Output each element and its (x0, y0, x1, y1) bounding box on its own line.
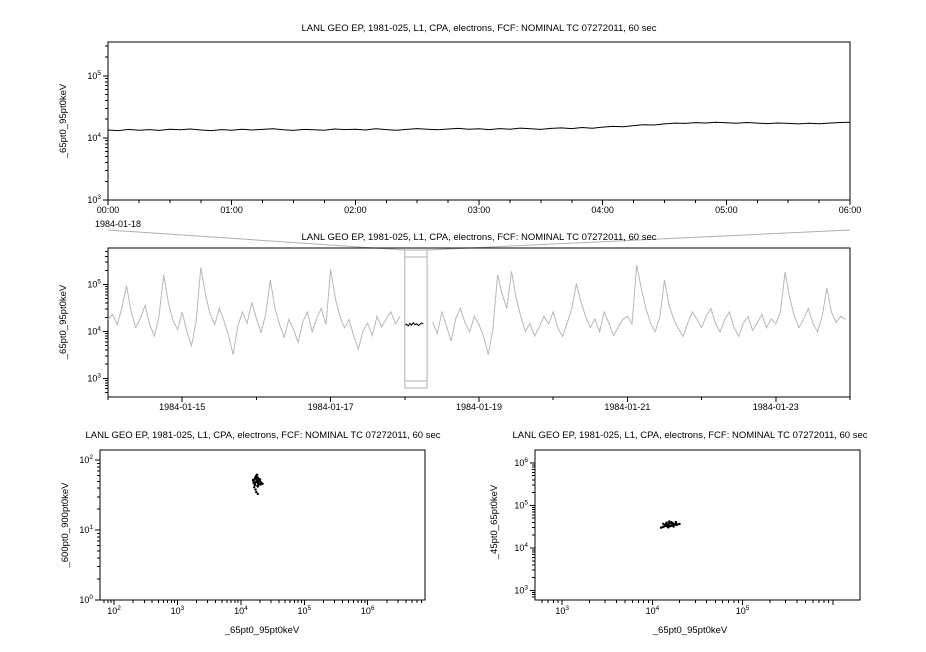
zoom-selection-box[interactable] (404, 249, 428, 389)
tick-label: 04:00 (591, 205, 614, 215)
scatter-point (659, 526, 663, 529)
tick-label: 105 (736, 605, 750, 616)
scatter-right-points (659, 520, 681, 529)
panel-scatter-left: 100 101 102 102 103 104 105 106 LANL GEO EP, 19… (60, 430, 441, 636)
zoom-connector-lines (107, 229, 851, 251)
context-axes: 103 104 105 1984-01-15 1984-01-17 1984-01-19 1… (87, 251, 851, 412)
scatter-point (668, 520, 671, 523)
tick-label: 104 (646, 605, 660, 616)
scatter-point (672, 525, 675, 528)
tick-label: 06:00 (839, 205, 862, 215)
tick-label: 1984-01-17 (308, 402, 354, 412)
context-ylabel: _65pt0_95pt0keV (58, 284, 69, 360)
scatter-point (678, 522, 681, 526)
scatter-left-axes: 100 101 102 102 103 104 105 106 (79, 454, 422, 616)
scatter-point (667, 526, 670, 529)
scatter-point (253, 486, 256, 489)
scatter-point (668, 524, 671, 528)
top-plot-area[interactable] (107, 41, 851, 201)
tick-label: 104 (87, 132, 101, 143)
scatter-point (255, 473, 259, 476)
panel-top-timeseries: 103 104 105 00:00 01:00 02:00 03:00 04:00 05:00 0… (58, 23, 861, 229)
scatter-point (261, 482, 264, 485)
scatter-left-plot-area[interactable] (99, 449, 426, 601)
top-axes: 103 104 105 00:00 01:00 02:00 03:00 04:00 05:00 0… (87, 45, 862, 215)
selection-rect[interactable] (404, 249, 428, 389)
scatter-point (255, 490, 258, 494)
tick-label: 105 (87, 70, 101, 81)
tick-label: 104 (234, 605, 248, 616)
tick-label: 1984-01-15 (159, 402, 205, 412)
tick-label: 02:00 (344, 205, 367, 215)
tick-label: 03:00 (468, 205, 491, 215)
top-series-line (107, 121, 851, 132)
scatter-left-ylabel: _600pt0_900pt0keV (60, 482, 71, 569)
scatter-point (254, 488, 257, 491)
tick-label: 01:00 (220, 205, 243, 215)
scatter-point (673, 523, 676, 526)
scatter-point (670, 524, 673, 527)
scatter-point (662, 522, 665, 525)
tick-label: 102 (79, 454, 93, 465)
scatter-right-plot-area[interactable] (534, 449, 861, 601)
tick-label: 1984-01-19 (456, 402, 502, 412)
scatter-right-axes: 103 104 105 106 103 104 105 (514, 457, 834, 616)
context-plot-area[interactable] (107, 247, 851, 398)
tick-label: 104 (87, 325, 101, 336)
tick-label: 105 (514, 499, 528, 510)
scatter-point (258, 480, 261, 483)
scatter-point (665, 521, 668, 524)
scatter-point (252, 480, 255, 484)
tick-label: 106 (361, 605, 375, 616)
top-start-date-label: 1984-01-18 (95, 219, 141, 229)
tick-label: 05:00 (715, 205, 738, 215)
context-highlight-line (404, 321, 424, 327)
tick-label: 1984-01-23 (753, 402, 799, 412)
scatter-point (253, 483, 257, 487)
tick-label: 1984-01-21 (604, 402, 650, 412)
scatter-right-xlabel: _65pt0_95pt0keV (652, 625, 728, 636)
tick-label: 103 (555, 605, 569, 616)
scatter-point (253, 478, 256, 481)
scatter-point (676, 523, 679, 526)
scatter-point (256, 476, 259, 479)
scatter-left-xlabel: _65pt0_95pt0keV (224, 625, 300, 636)
tick-label: 101 (79, 524, 93, 535)
tick-label: 105 (87, 279, 101, 290)
scatter-point (674, 520, 678, 524)
tick-label: 00:00 (97, 205, 120, 215)
connector-right-line (427, 229, 851, 251)
context-title: LANL GEO EP, 1981-025, L1, CPA, electron… (301, 232, 656, 243)
context-series-line (107, 264, 846, 355)
scatter-point (671, 521, 674, 525)
scatter-point (255, 480, 258, 484)
tick-label: 102 (107, 605, 121, 616)
tick-label: 100 (79, 594, 93, 605)
scatter-right-ylabel: _45pt0_65pt0keV (489, 484, 500, 560)
tick-label: 104 (514, 542, 528, 553)
tick-label: 103 (87, 194, 101, 205)
scatter-point (259, 483, 262, 486)
top-ylabel: _65pt0_95pt0keV (58, 83, 69, 159)
tick-label: 103 (87, 372, 101, 383)
tick-label: 105 (297, 605, 311, 616)
connector-left-line (107, 229, 405, 251)
scatter-point (256, 492, 259, 496)
top-title: LANL GEO EP, 1981-025, L1, CPA, electron… (301, 23, 656, 34)
scatter-left-points (251, 473, 264, 496)
tick-label: 103 (514, 585, 528, 596)
tick-label: 103 (171, 605, 185, 616)
tick-label: 106 (514, 457, 528, 468)
panel-scatter-right: 103 104 105 106 103 104 105 LANL GEO EP, 1981-… (489, 430, 868, 636)
scatter-point (667, 522, 670, 525)
scatter-left-title: LANL GEO EP, 1981-025, L1, CPA, electron… (85, 430, 440, 441)
scatter-point (256, 484, 259, 487)
scatter-right-title: LANL GEO EP, 1981-025, L1, CPA, electron… (512, 430, 867, 441)
panel-context-timeseries: 103 104 105 1984-01-15 1984-01-17 1984-01-19 1… (58, 232, 851, 412)
